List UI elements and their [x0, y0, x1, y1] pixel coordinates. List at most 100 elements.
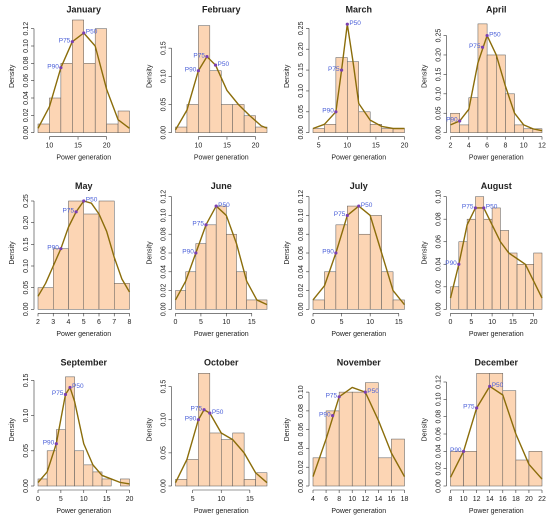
bar [523, 128, 534, 133]
x-tick-label: 20 [103, 143, 111, 150]
y-tick-label: 0.10 [160, 209, 167, 223]
y-tick-label: 0.06 [160, 246, 167, 260]
x-tick-label: 3 [51, 319, 55, 326]
bar [198, 373, 211, 487]
y-tick-label: 0.10 [435, 87, 442, 101]
y-tick-label: 0.15 [23, 373, 30, 387]
x-tick-label: 5 [469, 319, 473, 326]
y-tick-label: 0.02 [23, 108, 30, 122]
bar [514, 124, 524, 133]
x-tick-label: 12 [538, 143, 546, 150]
bar [525, 264, 534, 310]
percentile-label: P50 [218, 61, 230, 68]
y-tick-label: 0.00 [298, 302, 305, 316]
y-tick-label: 0.20 [23, 216, 30, 230]
panel-title: February [202, 4, 241, 14]
bar [60, 63, 73, 133]
percentile-point [363, 390, 367, 394]
bar [53, 248, 69, 310]
percentile-point [480, 45, 485, 49]
panel: May 2 3 4 5 6 7 8 Power generation 0.00 0.05 0.10 0.… [9, 181, 132, 338]
percentile-label: P75 [469, 43, 481, 50]
bar [209, 70, 222, 133]
bar [325, 410, 340, 487]
x-tick-label: 0 [449, 319, 453, 326]
y-tick-label: 0.06 [298, 423, 305, 437]
x-tick-label: 5 [191, 496, 195, 503]
x-axis-label: Power generation [194, 331, 249, 338]
panel: March 5 10 15 20 Power generation 0.00 0.05 0.10… [284, 4, 409, 161]
panel: January 10 15 20 Power generation 0.00 0.02 0.0… [9, 4, 130, 162]
bar [515, 459, 530, 487]
y-tick-label: 0.02 [298, 284, 305, 298]
x-tick-label: 2 [449, 143, 453, 150]
x-tick-label: 6 [324, 496, 328, 503]
percentile-label: P50 [86, 29, 98, 36]
bar [391, 438, 405, 487]
y-tick-label: 0.12 [160, 190, 167, 204]
percentile-point [196, 418, 200, 422]
y-tick-label: 0.05 [160, 446, 167, 460]
bar [83, 464, 94, 487]
density-curve [450, 34, 543, 132]
bar [528, 451, 543, 487]
bar [358, 111, 371, 133]
y-tick-label: 0.00 [298, 479, 305, 493]
y-axis-label: Density [146, 241, 153, 265]
y-tick-label: 0.08 [160, 227, 167, 241]
percentile-point [337, 395, 341, 399]
bar [226, 233, 237, 310]
bar [236, 271, 247, 310]
x-tick-label: 5 [340, 319, 344, 326]
bar [532, 128, 543, 133]
panel-title: April [486, 4, 507, 14]
x-tick-label: 15 [509, 319, 517, 326]
x-axis-label: Power generation [331, 331, 386, 338]
x-tick-label: 10 [460, 496, 468, 503]
percentile-point [204, 223, 208, 227]
y-tick-label: 0.15 [23, 237, 30, 251]
x-tick-label: 8 [128, 319, 132, 326]
y-tick-label: 0.00 [23, 126, 30, 140]
y-axis-label: Density [421, 417, 428, 441]
x-tick-label: 8 [337, 496, 341, 503]
x-tick-label: 0 [174, 319, 178, 326]
bar [83, 213, 100, 310]
bar [458, 241, 468, 310]
percentile-point [482, 206, 486, 210]
bar [381, 128, 394, 133]
percentile-label: P90 [182, 249, 194, 256]
y-axis-label: Density [9, 241, 16, 265]
bar [94, 28, 107, 133]
y-tick-label: 0.10 [23, 409, 30, 423]
percentile-point [63, 392, 68, 397]
percentile-label: P75 [63, 208, 75, 215]
bar [243, 115, 256, 133]
percentile-point [345, 22, 349, 26]
y-tick-label: 0.12 [298, 190, 305, 204]
bar [369, 215, 382, 310]
bar [358, 233, 371, 310]
bar [255, 126, 268, 133]
percentile-point [70, 40, 74, 44]
panel-title: September [60, 358, 107, 368]
panel: December 8 10 12 14 16 18 20 22 Power generation 0… [421, 358, 546, 515]
x-tick-label: 15 [223, 143, 231, 150]
bar [106, 123, 119, 133]
y-tick-label: 0.20 [435, 48, 442, 62]
bar [221, 104, 233, 133]
y-tick-label: 0.04 [435, 444, 442, 458]
x-tick-label: 15 [372, 143, 380, 150]
bar [466, 218, 476, 310]
y-axis-label: Density [421, 64, 428, 88]
percentile-point [334, 251, 338, 255]
y-tick-label: 0.15 [435, 67, 442, 81]
bar [312, 128, 325, 133]
bar [392, 299, 405, 310]
percentile-label: P50 [218, 202, 230, 209]
bar [68, 200, 84, 310]
y-tick-label: 0.25 [298, 21, 305, 35]
bar [37, 287, 54, 310]
percentile-point [213, 63, 218, 67]
y-tick-label: 0.10 [298, 385, 305, 399]
